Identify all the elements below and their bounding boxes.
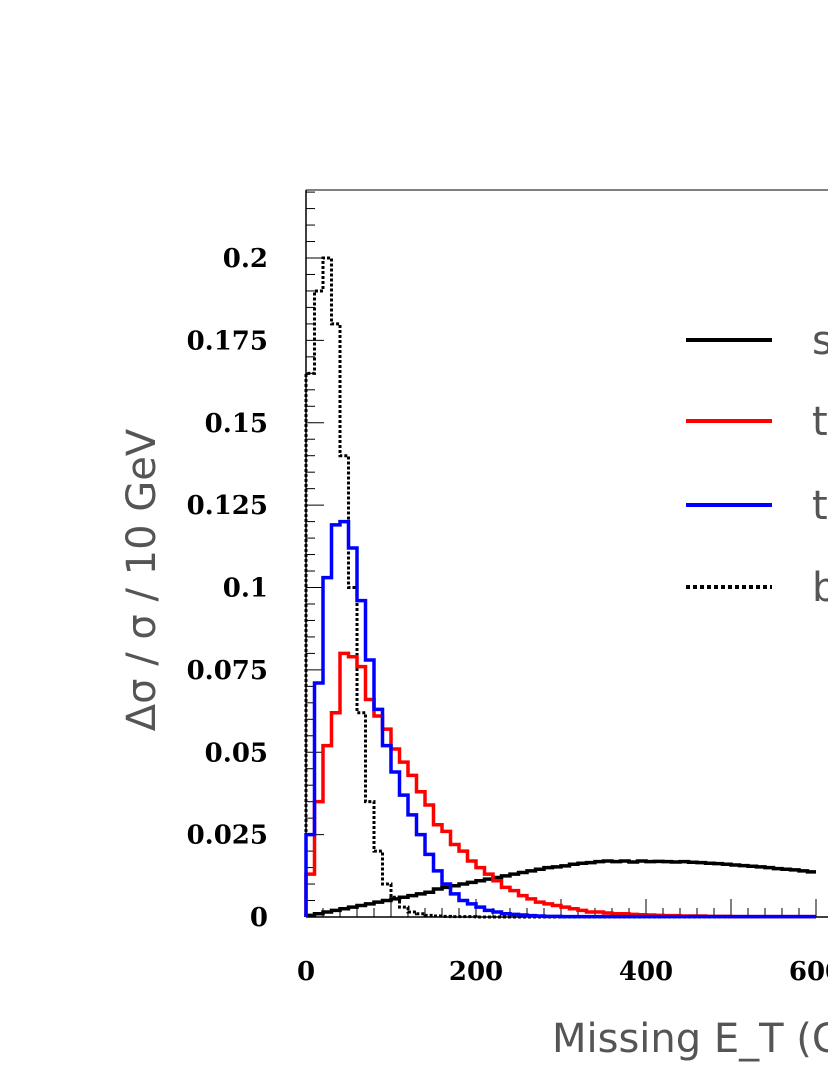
y-tick-label: 0 bbox=[250, 903, 268, 933]
legend-label: s bbox=[812, 318, 828, 364]
x-axis-ticks: 0 200 400 600 bbox=[297, 899, 828, 987]
y-tick-label: 0.075 bbox=[187, 656, 268, 686]
y-tick-label: 0.125 bbox=[187, 491, 268, 521]
legend-label: t bbox=[812, 399, 828, 445]
x-axis-title: Missing E_T (G bbox=[552, 1016, 828, 1062]
series-t-red-line bbox=[304, 651, 816, 919]
series-s-line bbox=[304, 859, 816, 918]
legend-label: t bbox=[812, 483, 828, 529]
x-tick-label: 400 bbox=[619, 957, 673, 987]
series-t-blue-line bbox=[304, 519, 816, 919]
legend-label: b bbox=[812, 565, 828, 611]
y-tick-label: 0.05 bbox=[205, 738, 268, 768]
series-b-line bbox=[304, 256, 816, 919]
y-tick-label: 0.2 bbox=[223, 244, 268, 274]
y-tick-label: 0.025 bbox=[187, 821, 268, 851]
y-axis-title: Δσ / σ / 10 GeV bbox=[119, 428, 165, 731]
x-tick-label: 600 bbox=[789, 957, 828, 987]
y-axis-ticks: 0 0.025 0.05 0.075 0.1 0.125 0.15 0.175 0.2 bbox=[187, 191, 324, 933]
data-series bbox=[304, 256, 816, 919]
y-tick-label: 0.175 bbox=[187, 326, 268, 356]
y-tick-label: 0.15 bbox=[205, 409, 268, 439]
plot-frame bbox=[305, 189, 828, 918]
x-tick-label: 200 bbox=[449, 957, 503, 987]
x-tick-label: 0 bbox=[297, 957, 315, 987]
y-tick-label: 0.1 bbox=[223, 574, 268, 604]
